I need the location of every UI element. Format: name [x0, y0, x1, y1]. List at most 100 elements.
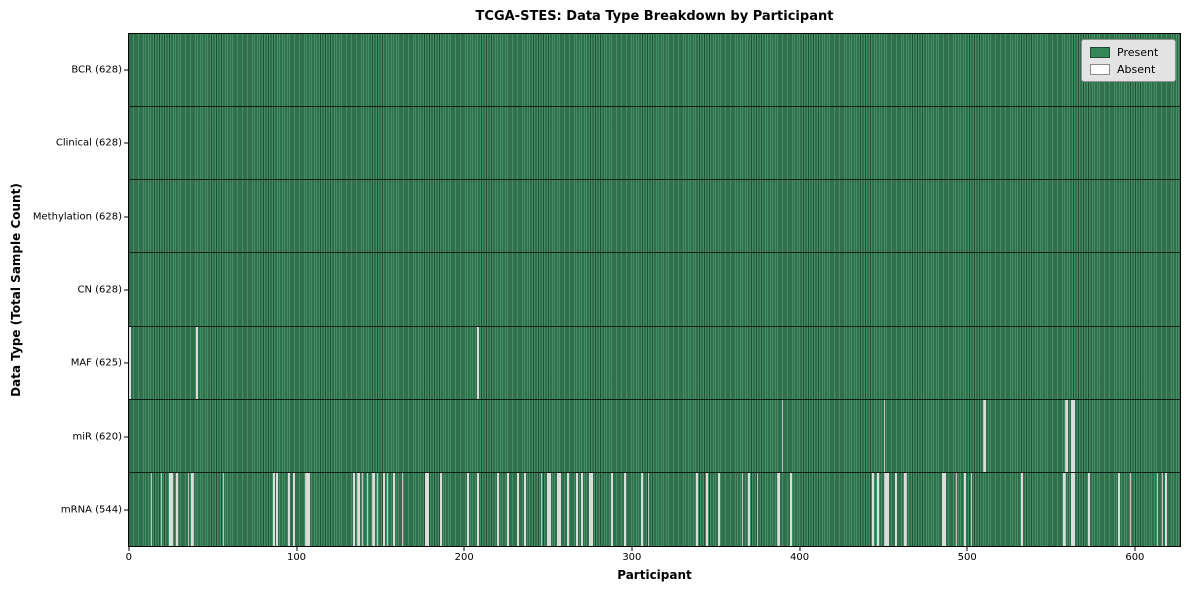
absent-stripe: [272, 472, 275, 546]
row-mRNA: [129, 472, 1180, 546]
absent-stripe: [467, 472, 469, 546]
y-tick-mark: [124, 289, 128, 291]
absent-stripe: [440, 472, 442, 546]
absent-stripe: [748, 472, 750, 546]
absent-stripe: [1071, 472, 1073, 546]
absent-stripe: [741, 472, 744, 546]
absent-stripe: [304, 472, 307, 546]
absent-stripe: [647, 472, 650, 546]
absent-stripe: [393, 472, 396, 546]
x-tick-label: 500: [957, 552, 977, 563]
absent-stripe: [549, 472, 551, 546]
x-tick-mark: [296, 547, 297, 551]
absent-stripe: [877, 472, 879, 546]
x-tick-label: 300: [622, 552, 642, 563]
x-tick-label: 100: [286, 552, 307, 563]
absent-swatch-icon: [1090, 64, 1110, 75]
absent-stripe: [580, 472, 583, 546]
absent-stripe: [1072, 472, 1075, 546]
absent-stripe: [944, 472, 946, 546]
x-tick-mark: [463, 547, 465, 551]
absent-stripe: [373, 472, 375, 546]
absent-stripe: [955, 472, 958, 546]
absent-stripe: [175, 472, 178, 546]
absent-stripe: [169, 472, 171, 546]
x-tick-mark: [631, 547, 633, 551]
absent-stripe: [872, 472, 874, 546]
absent-stripe: [610, 472, 613, 546]
x-tick-mark: [966, 547, 968, 551]
y-tick-mark: [124, 362, 128, 364]
plot-area: [128, 33, 1181, 547]
legend-label-present: Present: [1117, 46, 1159, 59]
row-BCR: [129, 34, 1180, 108]
absent-stripe: [1071, 399, 1073, 472]
y-tick-label: CN (628): [77, 284, 122, 296]
absent-stripe: [781, 399, 784, 472]
present-swatch-icon: [1090, 47, 1110, 58]
absent-stripe: [1064, 472, 1067, 546]
y-tick-mark: [124, 216, 128, 218]
x-tick-label: 400: [789, 552, 810, 563]
absent-stripe: [718, 472, 720, 546]
absent-stripe: [776, 472, 779, 546]
absent-stripe: [575, 472, 578, 546]
absent-stripe: [356, 472, 359, 546]
absent-stripe: [547, 472, 550, 546]
absent-stripe: [195, 326, 198, 399]
absent-stripe: [982, 399, 985, 472]
absent-stripe: [150, 472, 153, 546]
absent-stripe: [170, 472, 173, 546]
absent-stripe: [1156, 472, 1159, 546]
absent-stripe: [624, 472, 627, 546]
y-tick-mark: [124, 436, 128, 438]
absent-stripe: [567, 472, 570, 546]
absent-stripe: [376, 472, 379, 546]
y-tick-label: MAF (625): [70, 357, 122, 369]
absent-stripe: [984, 399, 986, 472]
y-tick-label: Clinical (628): [55, 137, 122, 149]
absent-stripe: [559, 472, 561, 546]
row-miR: [129, 399, 1180, 473]
absent-stripe: [222, 472, 225, 546]
absent-stripe: [903, 472, 906, 546]
x-tick-mark: [799, 547, 801, 551]
x-tick-label: 600: [1125, 552, 1145, 563]
x-tick-label: 0: [125, 552, 133, 563]
absent-stripe: [883, 472, 886, 546]
absent-stripe: [386, 472, 389, 546]
row-CN: [129, 253, 1180, 327]
absent-stripe: [306, 472, 309, 546]
y-tick-label: miR (620): [72, 431, 122, 443]
absent-stripe: [517, 472, 519, 546]
absent-stripe: [523, 472, 526, 546]
absent-stripe: [790, 472, 792, 546]
absent-stripe: [276, 472, 278, 546]
x-tick-label: 200: [454, 552, 474, 563]
absent-stripe: [1164, 472, 1167, 546]
absent-stripe: [905, 472, 908, 546]
absent-stripe: [1064, 399, 1067, 472]
absent-stripe: [497, 472, 499, 546]
row-Clinical: [129, 107, 1180, 181]
absent-stripe: [366, 472, 369, 546]
absent-stripe: [1021, 472, 1023, 546]
absent-stripe: [308, 472, 310, 546]
absent-stripe: [641, 472, 643, 546]
absent-stripe: [696, 472, 698, 546]
absent-stripe: [1161, 472, 1164, 546]
legend-label-absent: Absent: [1117, 63, 1156, 76]
absent-stripe: [192, 472, 195, 546]
y-tick-mark: [124, 69, 128, 71]
absent-stripe: [358, 472, 360, 546]
x-tick-mark: [128, 547, 130, 551]
row-MAF: [129, 326, 1180, 400]
absent-stripe: [887, 472, 889, 546]
x-axis-label: Participant: [617, 568, 692, 582]
y-tick-mark: [124, 509, 128, 511]
x-tick-mark: [1134, 547, 1136, 551]
absent-stripe: [477, 472, 479, 546]
absent-stripe: [589, 472, 591, 546]
absent-stripe: [425, 472, 427, 546]
